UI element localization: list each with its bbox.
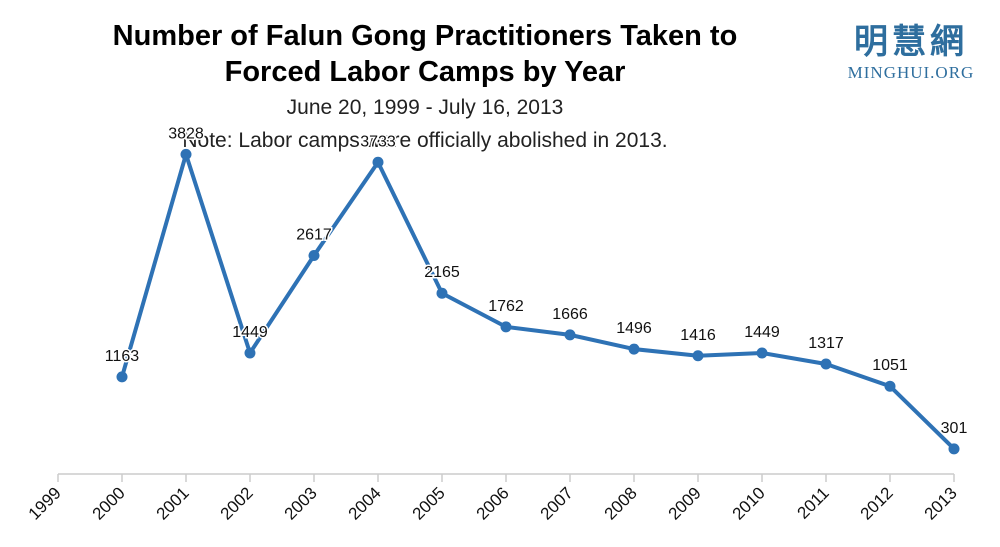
data-label: 1317 bbox=[808, 335, 844, 352]
chart-title-line-1: Number of Falun Gong Practitioners Taken… bbox=[112, 20, 738, 52]
x-tick-label: 2001 bbox=[153, 483, 193, 523]
data-label: 2165 bbox=[424, 264, 460, 281]
chart-subtitle: June 20, 1999 - July 16, 2013 bbox=[286, 96, 564, 119]
data-label: 301 bbox=[941, 420, 968, 437]
data-point bbox=[564, 329, 576, 341]
data-point bbox=[756, 347, 768, 359]
x-tick-label: 1999 bbox=[25, 483, 65, 523]
x-tick-label: 2006 bbox=[473, 483, 513, 523]
x-tick-label: 2002 bbox=[217, 483, 257, 523]
data-label: 1416 bbox=[680, 327, 716, 344]
chart-title-line-2: Forced Labor Camps by Year bbox=[224, 56, 626, 88]
x-tick-label: 2008 bbox=[601, 483, 641, 523]
data-label: 3733 bbox=[360, 133, 396, 150]
x-tick-label: 2005 bbox=[409, 483, 449, 523]
data-point bbox=[180, 148, 192, 160]
x-tick-label: 2000 bbox=[89, 483, 129, 523]
data-point bbox=[436, 287, 448, 299]
series-line bbox=[120, 152, 956, 451]
x-tick-label: 2013 bbox=[921, 483, 961, 523]
data-label: 2617 bbox=[296, 226, 332, 243]
data-point bbox=[884, 380, 896, 392]
data-label: 1762 bbox=[488, 298, 524, 315]
data-label: 1449 bbox=[744, 324, 780, 341]
data-point bbox=[372, 156, 384, 168]
data-point bbox=[308, 249, 320, 261]
minghui-logo: 明慧網 MINGHUI.ORG bbox=[836, 22, 986, 84]
chart-note: Note: Labor camps were officially abolis… bbox=[182, 129, 668, 152]
data-point bbox=[820, 358, 832, 370]
x-tick-label: 2007 bbox=[537, 483, 577, 523]
chart-title: Number of Falun Gong Practitioners Taken… bbox=[0, 18, 850, 90]
data-point bbox=[948, 443, 960, 455]
data-label: 1666 bbox=[552, 306, 588, 323]
x-tick-label: 2003 bbox=[281, 483, 321, 523]
data-label: 1496 bbox=[616, 320, 652, 337]
x-tick-label: 2011 bbox=[794, 483, 833, 522]
data-point bbox=[628, 343, 640, 355]
data-label: 1449 bbox=[232, 324, 268, 341]
x-tick-label: 2012 bbox=[857, 483, 897, 523]
x-tick-label: 2004 bbox=[345, 483, 385, 523]
data-label: 1051 bbox=[872, 357, 908, 374]
logo-chinese-text: 明慧網 bbox=[854, 22, 968, 62]
logo-english-text: MINGHUI.ORG bbox=[847, 63, 975, 82]
data-point bbox=[692, 350, 704, 362]
x-tick-label: 2010 bbox=[729, 483, 769, 523]
x-tick-label: 2009 bbox=[665, 483, 705, 523]
data-point bbox=[116, 371, 128, 383]
data-label: 1163 bbox=[105, 348, 140, 365]
data-point bbox=[244, 347, 256, 359]
data-point bbox=[500, 321, 512, 333]
data-label: 3828 bbox=[168, 125, 204, 142]
